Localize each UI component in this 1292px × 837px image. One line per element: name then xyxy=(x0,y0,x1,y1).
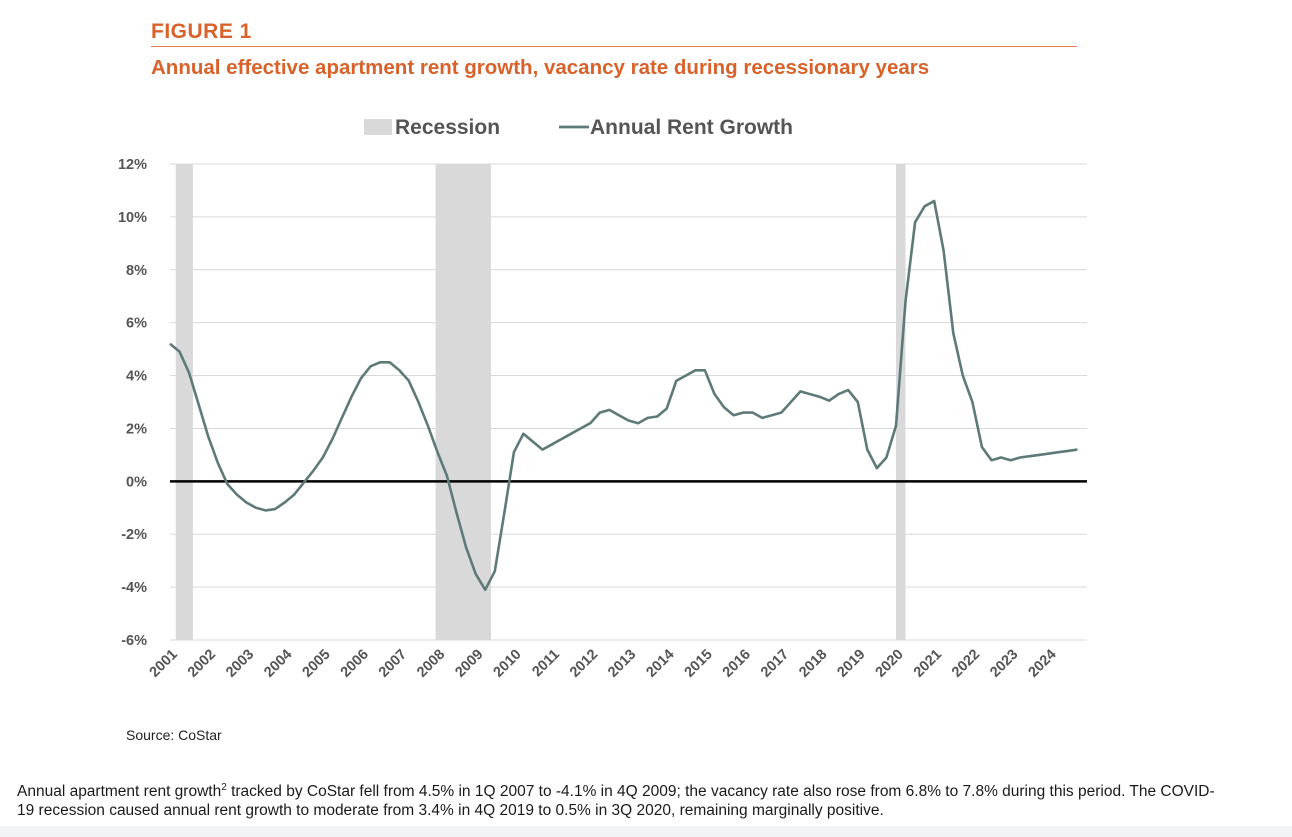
x-tick-label: 2002 xyxy=(185,647,219,681)
series-line-annual-rent-growth xyxy=(169,199,1078,592)
x-tick-label: 2006 xyxy=(338,647,372,681)
source-note: Source: CoStar xyxy=(126,727,222,743)
x-tick-label: 2013 xyxy=(605,647,639,681)
x-tick-label: 2015 xyxy=(682,647,716,681)
caption-text-start: Annual apartment rent growth xyxy=(17,783,222,801)
y-tick-label: 2% xyxy=(126,421,147,437)
legend-swatch-recession xyxy=(364,119,392,135)
y-tick-label: 0% xyxy=(126,474,147,490)
x-tick-label: 2004 xyxy=(261,647,295,681)
x-tick-label: 2016 xyxy=(720,647,754,681)
y-tick-label: -6% xyxy=(121,633,147,649)
x-tick-labels: 2001 2002 2003 2004 2005 2006 2007 2008 2009 2010… xyxy=(147,647,1060,681)
title-divider xyxy=(151,46,1077,47)
recession-band xyxy=(435,164,491,640)
x-tick-label: 2001 xyxy=(147,647,181,681)
y-tick-label: 10% xyxy=(118,210,147,226)
grid-lines xyxy=(170,163,1087,641)
recession-band xyxy=(175,164,193,640)
y-tick-label: 6% xyxy=(126,316,147,332)
x-tick-label: 2009 xyxy=(452,647,486,681)
figure-caption: Annual apartment rent growth2 tracked by… xyxy=(17,778,1217,820)
x-tick-label: 2007 xyxy=(376,647,410,681)
x-tick-label: 2024 xyxy=(1025,647,1059,681)
y-tick-labels: -6% -4% -2% 0% 2% 4% 6% 8% 10% 12% xyxy=(118,157,147,649)
x-tick-label: 2017 xyxy=(758,647,792,681)
x-tick-label: 2011 xyxy=(529,647,563,681)
y-tick-label: -4% xyxy=(121,580,147,596)
figure-label: FIGURE 1 xyxy=(151,20,252,43)
x-tick-label: 2021 xyxy=(911,647,945,681)
legend-label-rent-growth: Annual Rent Growth xyxy=(590,116,793,139)
y-tick-label: 12% xyxy=(118,157,147,173)
x-tick-label: 2018 xyxy=(796,647,830,681)
x-tick-label: 2023 xyxy=(987,647,1021,681)
y-tick-label: 4% xyxy=(126,369,147,385)
x-tick-label: 2014 xyxy=(643,647,677,681)
x-tick-label: 2020 xyxy=(873,647,907,681)
x-tick-label: 2012 xyxy=(567,647,601,681)
footnote-marker: 2 xyxy=(221,782,227,793)
x-tick-label: 2022 xyxy=(949,647,983,681)
caption-text-end: tracked by CoStar fell from 4.5% in 1Q 2… xyxy=(17,783,1215,820)
x-tick-label: 2008 xyxy=(414,647,448,681)
series-lines xyxy=(169,199,1078,592)
chart-title: Annual effective apartment rent growth, … xyxy=(151,56,930,79)
x-tick-label: 2010 xyxy=(491,647,525,681)
legend-label-recession: Recession xyxy=(395,116,500,139)
legend: Recession Annual Rent Growth xyxy=(364,116,793,139)
x-tick-label: 2005 xyxy=(300,647,334,681)
x-tick-label: 2003 xyxy=(223,647,257,681)
rent-growth-chart: -6%-4%-2%0%2%4%6%8%10%12% 2001 2002 2003 20… xyxy=(118,116,1087,681)
y-tick-label: 8% xyxy=(126,263,147,279)
x-tick-label: 2019 xyxy=(834,647,868,681)
recession-band xyxy=(895,164,906,640)
recession-bands xyxy=(175,164,906,640)
y-tick-label: -2% xyxy=(121,527,147,543)
page-footer-band xyxy=(0,826,1292,837)
